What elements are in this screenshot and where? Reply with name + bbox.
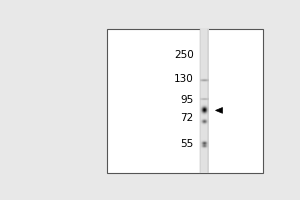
Text: 72: 72 [181, 113, 194, 123]
Text: 95: 95 [181, 95, 194, 105]
Text: 55: 55 [181, 139, 194, 149]
Text: 250: 250 [174, 50, 194, 60]
Polygon shape [215, 108, 223, 113]
Bar [107, 29, 263, 173]
Text: 130: 130 [174, 74, 194, 84]
